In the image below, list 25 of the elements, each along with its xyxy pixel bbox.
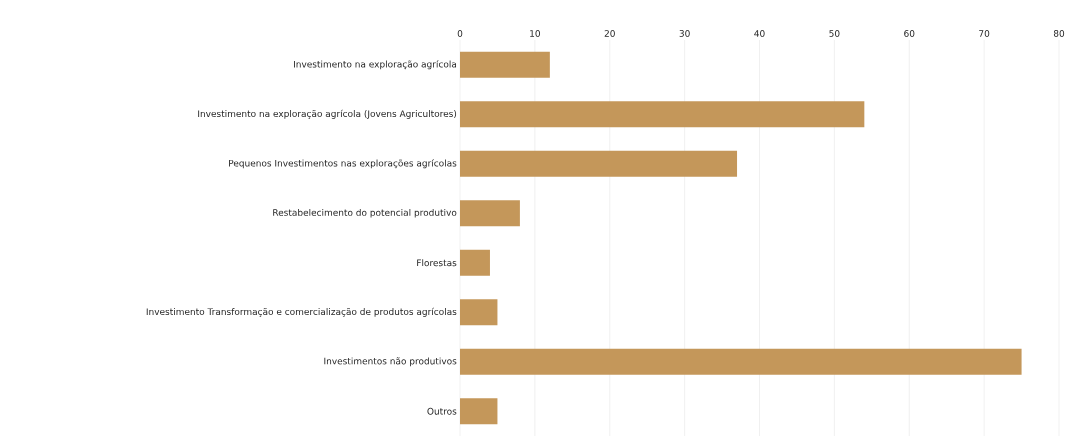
y-tick-label: Investimentos não produtivos <box>324 357 457 367</box>
bar <box>460 299 498 326</box>
x-tick-label: 0 <box>457 30 463 37</box>
y-tick-label: Florestas <box>417 259 457 267</box>
x-tick-label: 60 <box>904 30 915 37</box>
y-tick-label: Investimento na exploração agrícola <box>294 60 457 70</box>
y-tick-label: Pequenos Investimentos nas explorações agrícolas <box>229 159 457 169</box>
x-tick-label: 10 <box>530 30 540 37</box>
bar <box>460 249 490 276</box>
x-tick-label: 80 <box>1053 30 1065 37</box>
x-tick-label: 70 <box>979 30 990 37</box>
y-tick-label: Outros <box>427 407 457 415</box>
x-tick-label: 30 <box>679 30 690 37</box>
y-tick-label: Restabelecimento do potencial produtivo <box>273 208 457 218</box>
bar <box>460 348 1022 375</box>
x-tick-label: 40 <box>754 30 765 37</box>
x-tick-label: 20 <box>604 30 615 37</box>
bar <box>460 200 520 227</box>
bar <box>460 398 498 425</box>
bar <box>460 150 738 177</box>
y-tick-label: Investimento na exploração agrícola (Jovens Agricultores) <box>198 109 457 119</box>
bar <box>460 101 865 128</box>
y-tick-label: Investimento Transformação e comercialização de produtos agrícolas <box>146 307 457 317</box>
bar <box>460 51 550 78</box>
x-tick-label: 50 <box>829 30 840 37</box>
